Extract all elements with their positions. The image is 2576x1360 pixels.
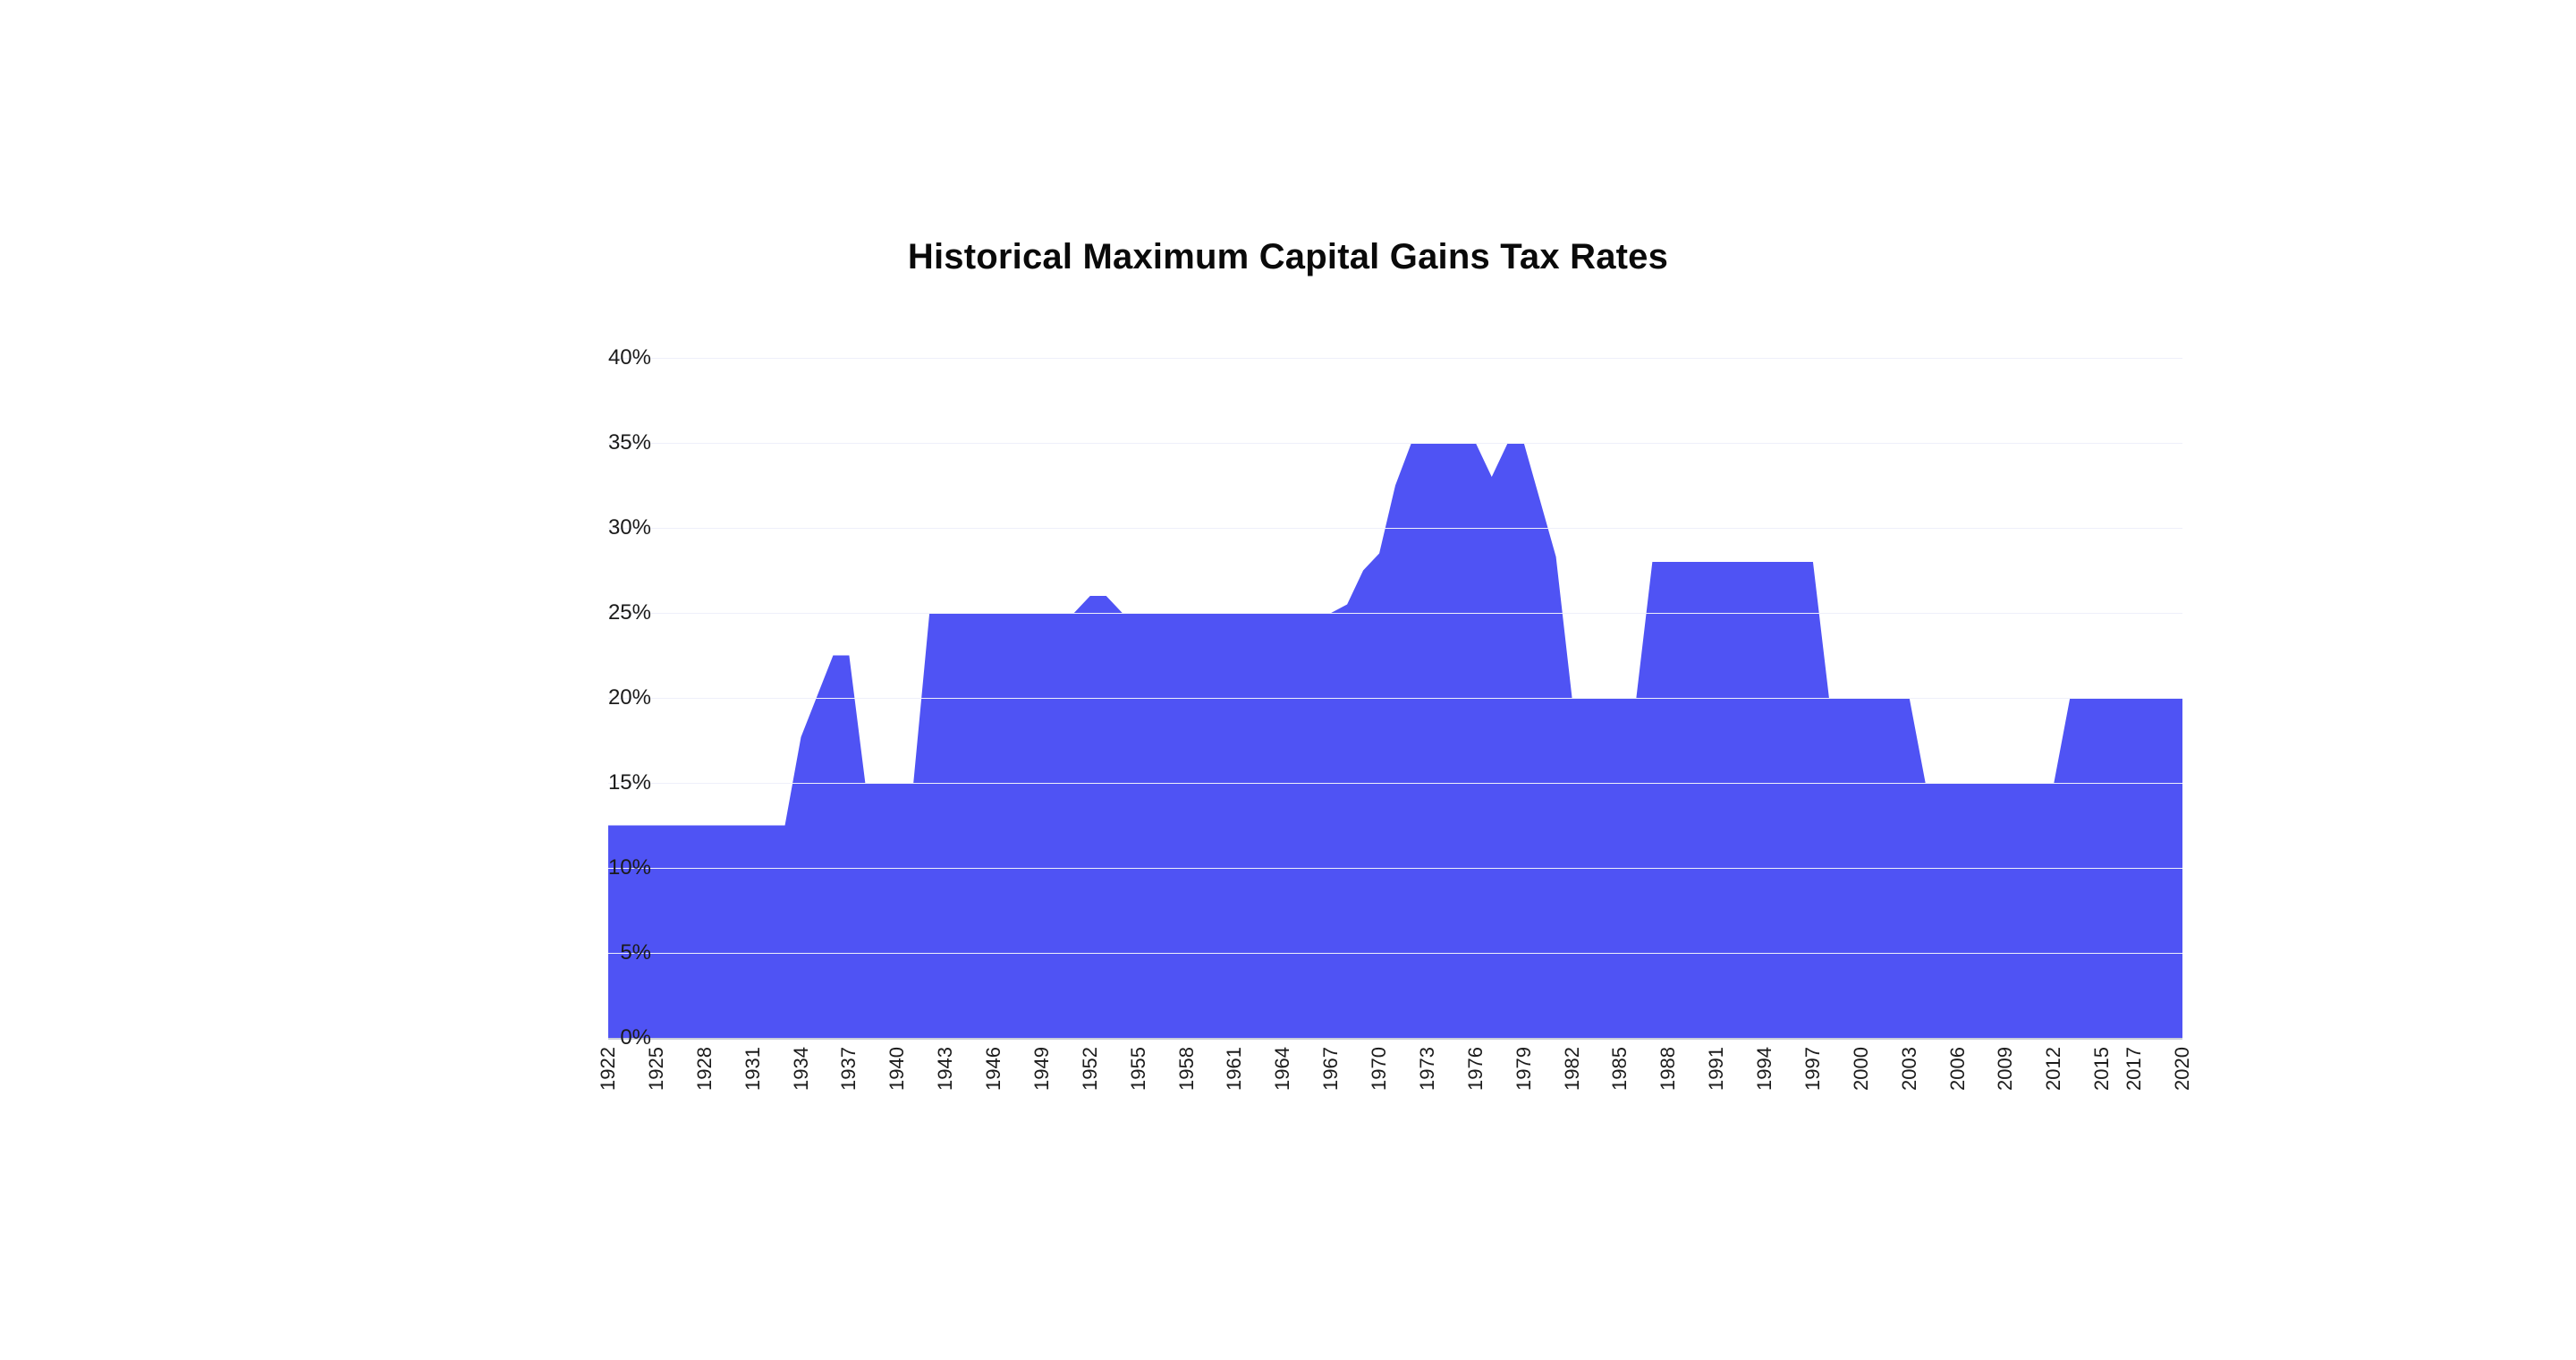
capital-gains-chart: 1922 1925 1928 1931 1934 1937 1940 1943 1946 1949…	[537, 358, 2236, 1092]
x-tick-label: 1991	[1705, 1047, 1728, 1091]
x-tick-label: 1955	[1127, 1047, 1150, 1091]
x-tick-label: 1928	[693, 1047, 716, 1091]
x-tick-label: 1967	[1319, 1047, 1343, 1091]
x-tick-label: 1976	[1464, 1047, 1487, 1091]
y-tick-label: 20%	[526, 685, 651, 710]
x-tick-label: 1922	[597, 1047, 620, 1091]
x-tick-label: 1940	[886, 1047, 909, 1091]
x-tick-label: 1985	[1608, 1047, 1631, 1091]
x-axis-labels: 1922192519281931193419371940194319461949…	[608, 1047, 2182, 1109]
x-tick-label: 1949	[1030, 1047, 1054, 1091]
gridline	[608, 613, 2182, 614]
x-tick-label: 1973	[1416, 1047, 1439, 1091]
x-tick-label: 1994	[1753, 1047, 1776, 1091]
y-tick-label: 10%	[526, 855, 651, 880]
x-tick-label: 1952	[1079, 1047, 1102, 1091]
x-tick-label: 2000	[1850, 1047, 1873, 1091]
y-tick-label: 5%	[526, 940, 651, 965]
gridline	[608, 443, 2182, 444]
x-tick-label: 1946	[982, 1047, 1005, 1091]
y-tick-label: 30%	[526, 515, 651, 540]
x-tick-label: 1958	[1175, 1047, 1199, 1091]
x-tick-label: 1970	[1368, 1047, 1391, 1091]
x-tick-label: 1979	[1513, 1047, 1536, 1091]
x-tick-label: 1937	[837, 1047, 860, 1091]
y-tick-label: 0%	[526, 1025, 651, 1050]
x-tick-label: 2020	[2171, 1047, 2194, 1091]
area-series	[608, 443, 2182, 1038]
gridline	[608, 698, 2182, 699]
x-tick-label: 1964	[1271, 1047, 1294, 1091]
gridline	[608, 358, 2182, 359]
chart-title: Historical Maximum Capital Gains Tax Rat…	[0, 237, 2576, 277]
x-tick-label: 2017	[2123, 1047, 2146, 1091]
x-tick-label: 2012	[2042, 1047, 2065, 1091]
plot-area	[608, 358, 2182, 1038]
x-tick-label: 1988	[1657, 1047, 1680, 1091]
y-tick-label: 40%	[526, 345, 651, 370]
y-tick-label: 25%	[526, 600, 651, 625]
x-tick-label: 2009	[1994, 1047, 2017, 1091]
x-tick-label: 1934	[790, 1047, 813, 1091]
gridline	[608, 953, 2182, 954]
x-tick-label: 1943	[934, 1047, 957, 1091]
y-tick-label: 15%	[526, 770, 651, 795]
x-tick-label: 1997	[1801, 1047, 1825, 1091]
x-tick-label: 2003	[1898, 1047, 1921, 1091]
x-tick-label: 1961	[1223, 1047, 1246, 1091]
y-tick-label: 35%	[526, 430, 651, 455]
x-tick-label: 2006	[1946, 1047, 1970, 1091]
x-axis-line	[608, 1038, 2182, 1040]
gridline	[608, 783, 2182, 784]
x-tick-label: 1931	[741, 1047, 765, 1091]
gridline	[608, 528, 2182, 529]
x-tick-label: 1925	[645, 1047, 668, 1091]
gridline	[608, 868, 2182, 869]
x-tick-label: 2015	[2090, 1047, 2114, 1091]
x-tick-label: 1982	[1561, 1047, 1584, 1091]
